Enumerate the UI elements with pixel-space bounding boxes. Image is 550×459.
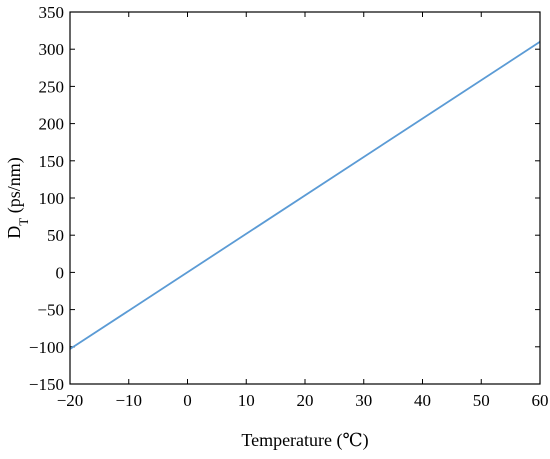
- y-axis-label: DT (ps/nm): [4, 157, 31, 238]
- y-tick-label: 250: [39, 77, 65, 96]
- x-tick-label: 60: [532, 391, 549, 410]
- y-tick-label: −150: [29, 375, 64, 394]
- x-tick-label: 10: [238, 391, 255, 410]
- y-tick-label: 0: [56, 263, 65, 282]
- series-line: [69, 41, 541, 350]
- y-tick-label: 50: [47, 226, 64, 245]
- x-tick-label: 50: [473, 391, 490, 410]
- x-tick-label: 40: [414, 391, 431, 410]
- y-tick-label: −100: [29, 338, 64, 357]
- x-tick-label: 30: [355, 391, 372, 410]
- y-tick-label: 350: [39, 3, 65, 22]
- x-axis-label: Temperature (℃): [241, 430, 368, 451]
- y-tick-label: 300: [39, 40, 65, 59]
- y-axis-label-main: D: [4, 226, 24, 239]
- y-tick-label: −50: [37, 301, 64, 320]
- y-axis-label-sub: T: [16, 218, 31, 226]
- x-tick-label: 20: [297, 391, 314, 410]
- ticks-layer: [69, 11, 541, 385]
- y-axis-label-rest: (ps/nm): [4, 157, 25, 218]
- y-tick-label: 200: [39, 115, 65, 134]
- labels-layer: −20 −10 0 10 20 30 40 50 60−150−100−500501001502…: [29, 3, 549, 410]
- series-layer: [69, 41, 541, 350]
- x-tick-label: −10: [115, 391, 142, 410]
- x-tick-label: −20: [57, 391, 84, 410]
- x-tick-label: 0: [183, 391, 192, 410]
- y-tick-label: 150: [39, 152, 65, 171]
- plot-frame: [69, 11, 541, 385]
- y-tick-label: 100: [39, 189, 65, 208]
